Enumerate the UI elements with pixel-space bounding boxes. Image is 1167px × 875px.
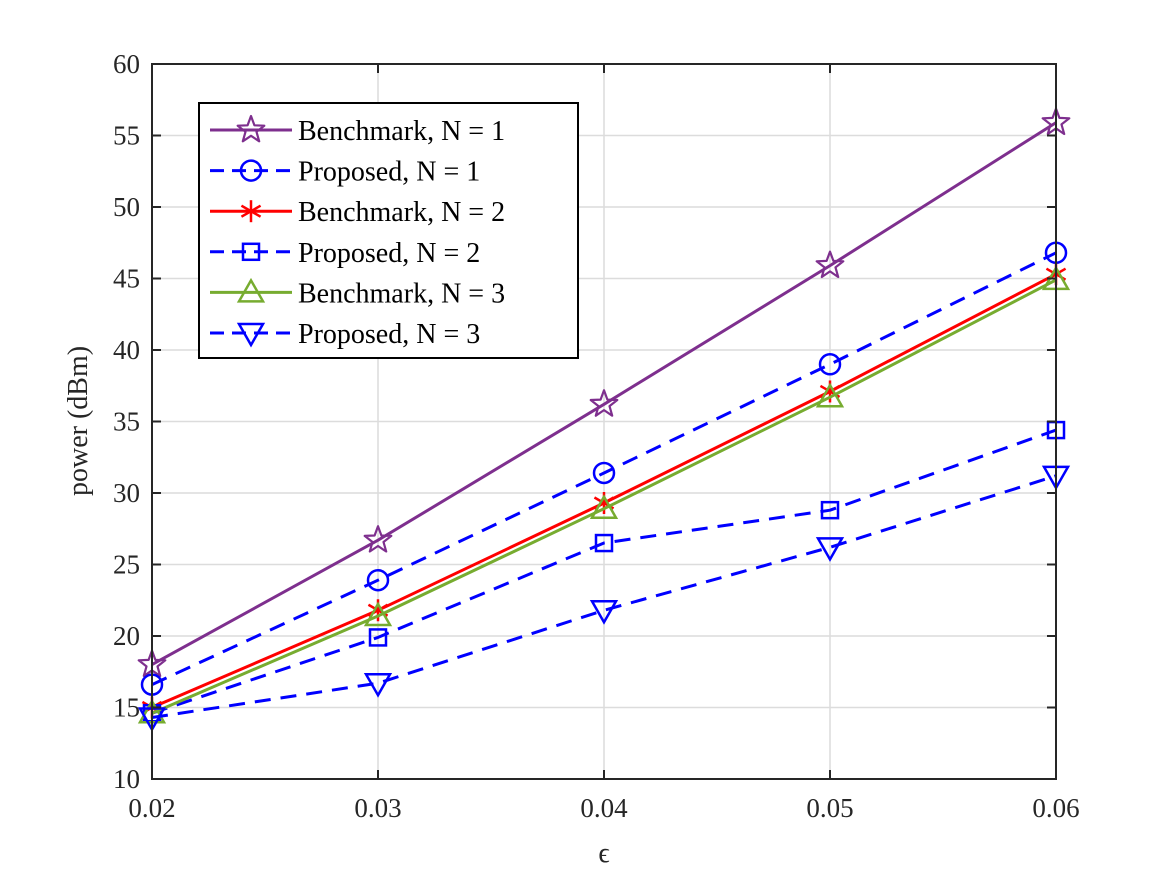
legend-box	[198, 102, 579, 359]
legend-marker	[236, 114, 266, 143]
legend-label: Benchmark, N = 1	[298, 116, 505, 147]
legend-entry-5: Benchmark, N = 3	[210, 277, 505, 309]
data-point	[589, 494, 619, 519]
series-line	[151, 251, 1057, 686]
y-tick-label: 50	[113, 192, 140, 222]
y-tick-label: 20	[113, 621, 140, 651]
legend-marker	[240, 200, 262, 223]
y-axis-label: power (dBm)	[63, 346, 94, 496]
data-point	[592, 461, 616, 485]
y-tick-label: 40	[113, 335, 140, 365]
data-point	[368, 628, 388, 647]
data-point	[815, 382, 845, 408]
y-tick-label: 15	[113, 693, 140, 723]
data-point	[594, 533, 614, 553]
series-line	[151, 428, 1057, 715]
x-tick-label: 0.06	[1032, 793, 1079, 823]
legend: Benchmark, N = 1 Proposed, N = 1 Benchmark…	[198, 102, 579, 359]
legend-marker	[239, 159, 263, 182]
data-point	[589, 389, 619, 417]
asterisk-stroke	[240, 204, 262, 218]
y-tick-label: 35	[113, 407, 140, 437]
y-tick-label: 45	[113, 264, 140, 294]
x-tick-label: 0.03	[354, 793, 401, 823]
x-axis-label: ϵ	[598, 838, 609, 869]
legend-entry-6: Proposed, N = 3	[210, 319, 480, 350]
data-point	[818, 353, 842, 376]
y-tick-label: 10	[113, 764, 140, 794]
legend-entry-3: Benchmark, N = 2	[210, 197, 505, 228]
x-tick-label: 0.04	[580, 793, 628, 823]
legend-label: Proposed, N = 2	[298, 238, 480, 269]
y-tick-label: 25	[113, 550, 140, 580]
y-tick-label: 60	[113, 49, 140, 79]
legend-marker	[236, 277, 266, 303]
data-point	[363, 601, 393, 627]
ticks: 0.02 0.03 0.04 0.05 0.06 10 15 20 25 30 35 40 45 50 55…	[113, 49, 1080, 823]
legend-marker	[236, 322, 266, 348]
data-point	[363, 672, 393, 698]
y-tick-label: 55	[113, 121, 140, 151]
data-point	[815, 537, 845, 562]
legend-label: Benchmark, N = 2	[298, 197, 505, 228]
data-point	[589, 600, 619, 625]
legend-label: Benchmark, N = 3	[298, 278, 505, 309]
series-line	[151, 121, 1057, 666]
data-point	[363, 525, 393, 553]
legend-label: Proposed, N = 1	[298, 157, 480, 188]
data-point	[815, 250, 845, 279]
legend-entry-4: Proposed, N = 2	[210, 238, 480, 269]
legend-entry-2: Proposed, N = 1	[210, 157, 480, 188]
data-point	[366, 568, 390, 592]
legend-entry-1: Benchmark, N = 1	[210, 114, 505, 147]
series-line	[151, 278, 1057, 715]
data-point	[820, 500, 840, 520]
legend-label: Proposed, N = 3	[298, 319, 480, 350]
x-tick-label: 0.02	[128, 793, 175, 823]
legend-marker	[241, 242, 261, 262]
y-tick-label: 30	[113, 478, 140, 508]
x-tick-label: 0.05	[806, 793, 853, 823]
